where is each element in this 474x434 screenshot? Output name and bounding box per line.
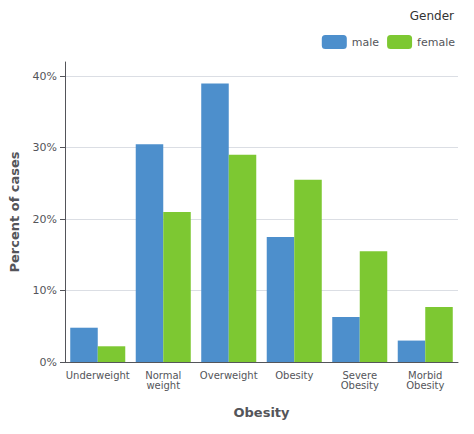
svg-text:weight: weight: [146, 380, 180, 391]
svg-text:Underweight: Underweight: [66, 370, 130, 381]
svg-text:Percent of cases: Percent of cases: [7, 151, 22, 272]
svg-text:Normal: Normal: [145, 369, 182, 381]
svg-text:40%: 40%: [33, 70, 57, 83]
svg-text:Obesity: Obesity: [406, 380, 444, 391]
svg-text:0%: 0%: [40, 356, 57, 369]
svg-text:30%: 30%: [33, 141, 57, 154]
svg-text:Morbid: Morbid: [408, 369, 443, 381]
svg-text:10%: 10%: [33, 284, 57, 297]
svg-text:Overweight: Overweight: [200, 370, 258, 381]
svg-text:20%: 20%: [33, 213, 57, 226]
svg-text:Obesity: Obesity: [341, 380, 379, 391]
svg-text:female: female: [417, 36, 455, 49]
svg-text:Obesity: Obesity: [275, 370, 313, 381]
svg-text:male: male: [352, 36, 380, 49]
svg-text:Obesity: Obesity: [233, 405, 290, 420]
svg-text:Gender: Gender: [410, 9, 454, 23]
svg-text:Severe: Severe: [342, 369, 378, 381]
